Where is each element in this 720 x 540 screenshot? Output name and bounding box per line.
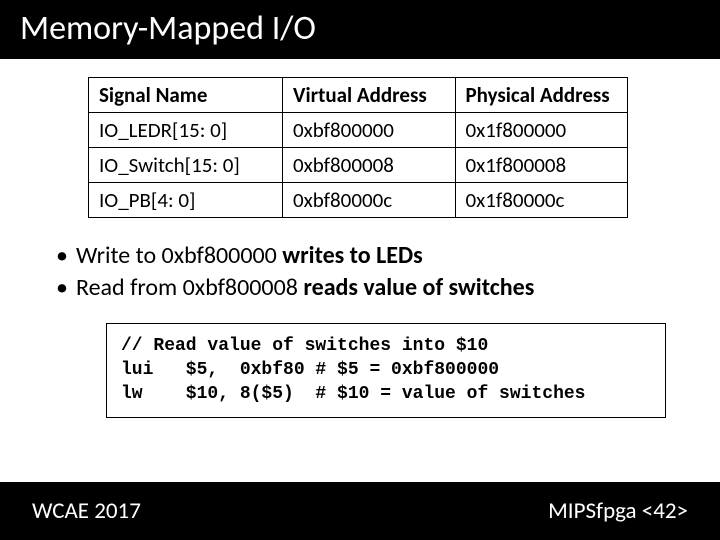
code-line: // Read value of switches into $10 <box>121 336 488 356</box>
bullet-prefix: Read from 0xbf800008 <box>76 273 303 302</box>
bullet-bold: writes to LEDs <box>282 241 422 270</box>
cell-signal: IO_LEDR[15: 0] <box>89 113 283 148</box>
title-bar: Memory-Mapped I/O <box>0 0 720 59</box>
io-mapping-table: Signal Name Virtual Address Physical Add… <box>88 77 628 218</box>
code-line: lui $5, 0xbf80 # $5 = 0xbf800000 <box>121 360 499 380</box>
code-line: lw $10, 8($5) # $10 = value of switches <box>121 384 585 404</box>
code-block: // Read value of switches into $10 lui $… <box>106 323 666 418</box>
col-physical: Physical Address <box>455 78 628 113</box>
cell-physical: 0x1f800008 <box>455 148 628 183</box>
cell-physical: 0x1f80000c <box>455 183 628 218</box>
bullet-dot-icon: • <box>48 272 76 304</box>
bullet-dot-icon: • <box>48 240 76 272</box>
bullet-item: •Read from 0xbf800008 reads value of swi… <box>48 272 670 304</box>
footer-left: WCAE 2017 <box>32 497 141 525</box>
content-area: Signal Name Virtual Address Physical Add… <box>0 59 720 418</box>
cell-virtual: 0xbf800000 <box>283 113 455 148</box>
cell-virtual: 0xbf80000c <box>283 183 455 218</box>
table-row: IO_PB[4: 0] 0xbf80000c 0x1f80000c <box>89 183 628 218</box>
table-row: IO_Switch[15: 0] 0xbf800008 0x1f800008 <box>89 148 628 183</box>
bullet-bold: reads value of switches <box>303 273 534 302</box>
bullet-item: •Write to 0xbf800000 writes to LEDs <box>48 240 670 272</box>
footer-right: MIPSfpga <42> <box>548 497 688 525</box>
footer-bar: WCAE 2017 MIPSfpga <42> <box>0 482 720 540</box>
page-title: Memory-Mapped I/O <box>20 8 316 49</box>
table-row: IO_LEDR[15: 0] 0xbf800000 0x1f800000 <box>89 113 628 148</box>
bullet-list: •Write to 0xbf800000 writes to LEDs •Rea… <box>48 240 670 305</box>
col-signal: Signal Name <box>89 78 283 113</box>
bullet-prefix: Write to 0xbf800000 <box>76 241 282 270</box>
cell-signal: IO_PB[4: 0] <box>89 183 283 218</box>
cell-signal: IO_Switch[15: 0] <box>89 148 283 183</box>
table-header-row: Signal Name Virtual Address Physical Add… <box>89 78 628 113</box>
col-virtual: Virtual Address <box>283 78 455 113</box>
cell-physical: 0x1f800000 <box>455 113 628 148</box>
cell-virtual: 0xbf800008 <box>283 148 455 183</box>
